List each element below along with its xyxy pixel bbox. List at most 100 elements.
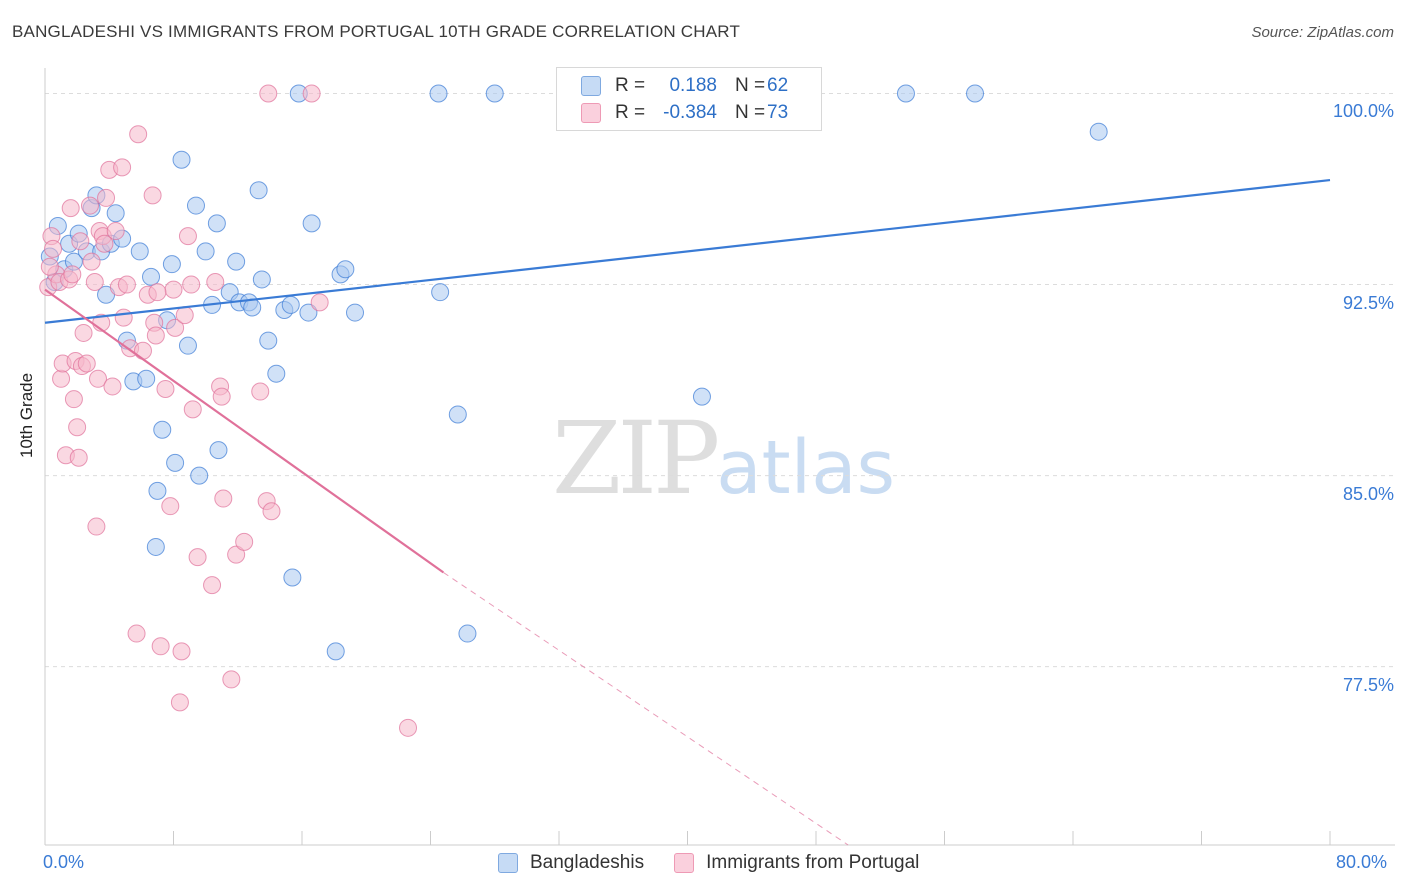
point-portugal <box>146 326 165 345</box>
point-portugal <box>114 308 133 327</box>
point-portugal <box>82 252 101 271</box>
point-portugal <box>61 199 80 218</box>
point-portugal <box>302 84 321 103</box>
legend-label: Bangladeshis <box>530 852 645 873</box>
legend-row-bangladeshis: R = 0.188 N = 62 <box>581 74 788 98</box>
watermark-zip: ZIP <box>552 400 720 517</box>
point-bangladeshis <box>966 84 985 103</box>
point-bangladeshis <box>485 84 504 103</box>
point-portugal <box>95 234 114 253</box>
y-tick-label: 85.0% <box>1342 483 1394 504</box>
point-bangladeshis <box>172 150 191 169</box>
point-bangladeshis <box>431 283 450 302</box>
point-bangladeshis <box>249 181 268 200</box>
point-portugal <box>103 377 122 396</box>
legend-item-bangladeshis[interactable]: Bangladeshis <box>498 852 644 874</box>
point-bangladeshis <box>162 255 181 274</box>
point-portugal <box>310 293 329 312</box>
point-portugal <box>212 387 231 406</box>
point-bangladeshis <box>896 84 915 103</box>
point-bangladeshis <box>186 196 205 215</box>
point-bangladeshis <box>227 252 246 271</box>
point-portugal <box>129 125 148 144</box>
legend-label: Immigrants from Portugal <box>706 852 920 873</box>
legend-n-value: 62 <box>767 75 789 96</box>
point-portugal <box>175 306 194 325</box>
point-portugal <box>87 517 106 536</box>
point-portugal <box>172 642 191 661</box>
point-portugal <box>80 196 99 215</box>
legend-r-value: 0.188 <box>669 75 717 96</box>
point-portugal <box>151 637 170 656</box>
legend-n-label: N = <box>735 75 766 96</box>
legend-n-label: N = <box>735 102 766 123</box>
point-portugal <box>68 418 87 437</box>
watermark: ZIPatlas <box>552 400 895 517</box>
point-bangladeshis <box>267 364 286 383</box>
point-portugal <box>206 272 225 291</box>
point-portugal <box>52 369 71 388</box>
point-portugal <box>161 497 180 516</box>
point-portugal <box>113 158 132 177</box>
point-bangladeshis <box>190 466 209 485</box>
watermark-atlas: atlas <box>716 425 896 511</box>
point-portugal <box>178 227 197 246</box>
point-bangladeshis <box>243 298 262 317</box>
point-portugal <box>148 283 167 302</box>
trendline-bangladeshis <box>44 178 1331 324</box>
point-portugal <box>166 318 185 337</box>
point-portugal <box>235 532 254 551</box>
point-portugal <box>203 576 222 595</box>
point-portugal <box>71 232 90 251</box>
y-tick-label: 77.5% <box>1342 674 1394 695</box>
chart-title: BANGLADESHI VS IMMIGRANTS FROM PORTUGAL … <box>12 22 741 41</box>
point-portugal <box>77 354 96 373</box>
trendline-portugal-extension <box>443 571 849 846</box>
point-bangladeshis <box>448 405 467 424</box>
legend-swatch-blue <box>581 76 601 96</box>
point-bangladeshis <box>302 214 321 233</box>
point-portugal <box>117 275 136 294</box>
point-bangladeshis <box>130 242 149 261</box>
point-portugal <box>259 84 278 103</box>
point-bangladeshis <box>178 336 197 355</box>
point-portugal <box>262 502 281 521</box>
point-bangladeshis <box>281 295 300 314</box>
legend-r-value: -0.384 <box>663 102 717 123</box>
point-portugal <box>188 548 207 567</box>
point-bangladeshis <box>252 270 271 289</box>
point-bangladeshis <box>458 624 477 643</box>
point-portugal <box>170 693 189 712</box>
point-portugal <box>85 272 104 291</box>
point-portugal <box>214 489 233 508</box>
x-tick-min: 0.0% <box>43 852 85 872</box>
point-portugal <box>156 379 175 398</box>
legend-swatch-pink <box>674 853 695 873</box>
y-axis-label: 10th Grade <box>17 372 36 458</box>
point-bangladeshis <box>326 642 345 661</box>
series-legend: Bangladeshis Immigrants from Portugal <box>498 852 949 874</box>
legend-r-label: R = <box>615 75 646 96</box>
point-portugal <box>106 222 125 241</box>
point-portugal <box>97 188 116 207</box>
legend-item-portugal[interactable]: Immigrants from Portugal <box>674 852 919 874</box>
point-portugal <box>69 448 88 467</box>
y-tick-label: 92.5% <box>1342 292 1394 313</box>
point-bangladeshis <box>283 568 302 587</box>
legend-swatch-pink <box>581 103 601 123</box>
point-bangladeshis <box>1089 122 1108 141</box>
point-bangladeshis <box>166 453 185 472</box>
point-bangladeshis <box>153 420 172 439</box>
point-bangladeshis <box>148 481 167 500</box>
point-bangladeshis <box>196 242 215 261</box>
point-portugal <box>40 257 59 276</box>
point-portugal <box>74 323 93 342</box>
point-bangladeshis <box>259 331 278 350</box>
point-portugal <box>44 239 63 258</box>
trendline-portugal <box>44 288 444 574</box>
point-portugal <box>251 382 270 401</box>
point-portugal <box>182 275 201 294</box>
point-portugal <box>127 624 146 643</box>
point-portugal <box>64 390 83 409</box>
